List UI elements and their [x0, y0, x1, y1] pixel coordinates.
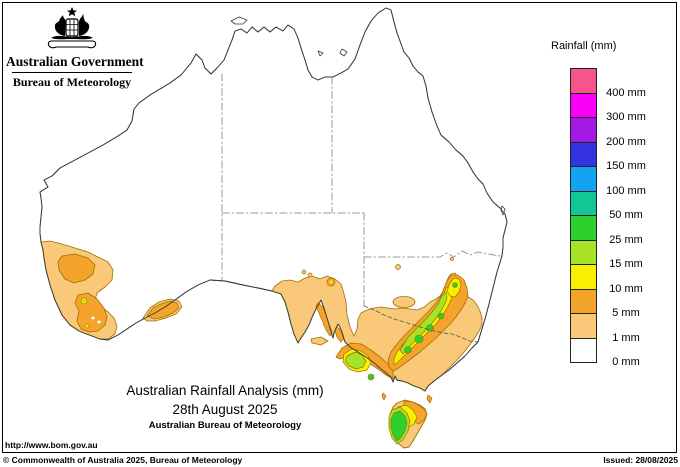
rain-dot-d — [307, 272, 313, 278]
legend-label-100-mm: 100 mm — [606, 184, 646, 197]
legend-label-5-mm: 5 mm — [612, 307, 640, 319]
legend-block-10-mm — [570, 264, 597, 290]
rain-esperance-5mm — [146, 300, 180, 320]
legend-label-50-mm: 50 mm — [609, 209, 643, 221]
coat-of-arms-icon — [47, 7, 97, 49]
rain-salobe-10mm-dot — [329, 280, 333, 284]
melville-island — [230, 16, 248, 25]
legend-block-400-mm — [570, 68, 597, 94]
rain-snowy-25mm-dot — [452, 282, 458, 288]
government-header: Australian Government Bureau of Meteorol… — [6, 6, 144, 90]
copyright-text: © Commonwealth of Australia 2025, Bureau… — [3, 455, 243, 465]
legend-label-25-mm: 25 mm — [609, 233, 643, 246]
bureau-title: Bureau of Meteorology — [12, 75, 132, 89]
map-title-block: Australian Rainfall Analysis (mm) 28th A… — [75, 383, 375, 431]
mornington-island — [317, 50, 324, 57]
rain-swwa-5mm-a — [57, 253, 96, 284]
legend-block-15-mm — [570, 239, 597, 265]
rain-nvic-oval-1mm — [392, 296, 416, 308]
legend-label-10-mm: 10 mm — [609, 282, 643, 295]
state-borders — [221, 73, 501, 307]
rain-swwa-15mm-dot — [82, 299, 86, 303]
king-island-5mm — [381, 392, 387, 401]
gov-divider — [12, 72, 132, 73]
legend-label-1-mm: 1 mm — [612, 331, 640, 344]
kangaroo-island-1mm — [310, 336, 329, 346]
legend-label-400-mm: 400 mm — [606, 86, 646, 99]
legend-label-0-mm: 0 mm — [612, 356, 640, 368]
rain-otway-25mm-dot — [367, 373, 375, 381]
legend-block-50-mm — [570, 190, 597, 216]
rain-alps-25mm-4 — [437, 312, 445, 320]
legend-label-200-mm: 200 mm — [606, 135, 646, 148]
rain-swwa-10mm-dot2 — [84, 323, 90, 329]
rain-alps-25mm-3 — [426, 324, 434, 332]
legend-block-300-mm — [570, 92, 597, 118]
fraser-island — [500, 205, 506, 216]
legend-block-200-mm — [570, 117, 597, 143]
gov-title: Australian Government — [6, 54, 144, 69]
map-title: Australian Rainfall Analysis (mm) — [126, 383, 324, 398]
legend-label-150-mm: 150 mm — [606, 160, 646, 172]
legend-block-100-mm — [570, 166, 597, 192]
bom-url: http://www.bom.gov.au — [5, 440, 98, 450]
rain-alps-25mm-1 — [404, 346, 412, 354]
rain-swvic-15mm — [344, 351, 367, 370]
legend-block-150-mm — [570, 141, 597, 167]
flinders-island-5mm — [426, 394, 433, 404]
rain-dot-b — [450, 257, 454, 261]
legend-block-1-mm — [570, 313, 597, 339]
tasmania-25mm — [390, 410, 408, 442]
map-date: 28th August 2025 — [172, 402, 278, 417]
coastline-overlay — [39, 7, 508, 392]
map-org: Australian Bureau of Meteorology — [148, 420, 302, 431]
legend-block-5-mm — [570, 288, 597, 314]
rain-dot-a — [395, 264, 401, 270]
rain-swwa-hole1 — [91, 316, 95, 320]
rain-alps-25mm-2 — [414, 334, 424, 344]
murray-border — [363, 305, 479, 343]
map-frame-border — [2, 2, 677, 453]
rain-alps-15mm — [399, 291, 448, 355]
legend-label-300-mm: 300 mm — [606, 111, 646, 123]
rain-dot-c — [301, 269, 307, 275]
groote-eylandt — [339, 48, 348, 57]
legend-block-25-mm — [570, 215, 597, 241]
legend-label-15-mm: 15 mm — [609, 258, 643, 270]
rain-swwa-hole2 — [97, 320, 101, 324]
legend-block-0-mm — [570, 337, 597, 363]
legend-title: Rainfall (mm) — [551, 40, 617, 52]
issued-date: Issued: 28/08/2025 — [603, 455, 678, 465]
